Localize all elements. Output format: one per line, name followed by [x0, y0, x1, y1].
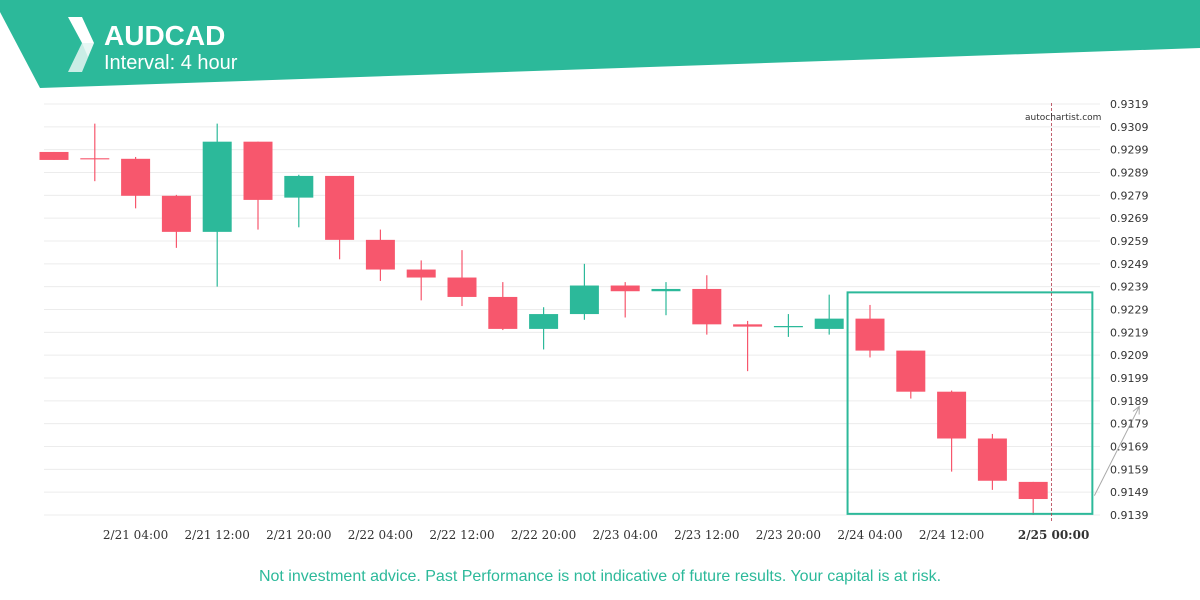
- candle: [733, 320, 763, 372]
- header-band: [0, 0, 1200, 88]
- y-tick-label: 0.9219: [1110, 326, 1149, 339]
- y-tick-label: 0.9299: [1110, 144, 1149, 157]
- y-tick-label: 0.9209: [1110, 349, 1149, 362]
- y-tick-label: 0.9179: [1110, 418, 1149, 431]
- autochartist-logo-icon: [68, 17, 94, 72]
- interval-label: Interval: 4 hour: [104, 52, 238, 74]
- candle-body: [284, 175, 314, 198]
- watermark: autochartist.com: [1025, 113, 1101, 123]
- x-tick-label: 2/25 00:00: [1018, 528, 1089, 542]
- y-tick-label: 0.9289: [1110, 167, 1149, 180]
- candle: [855, 304, 885, 358]
- candle: [39, 151, 69, 160]
- y-tick-label: 0.9169: [1110, 441, 1149, 454]
- x-tick-label: 2/21 04:00: [103, 528, 168, 542]
- candle-body: [488, 296, 518, 329]
- candle: [202, 123, 232, 287]
- candle: [447, 250, 477, 307]
- y-tick-label: 0.9269: [1110, 212, 1149, 225]
- y-tick-label: 0.9319: [1110, 98, 1149, 111]
- candle-body: [529, 314, 559, 329]
- candle-body: [202, 141, 232, 232]
- x-tick-label: 2/22 12:00: [429, 528, 494, 542]
- candle-body: [733, 324, 763, 327]
- candle-body: [447, 277, 477, 297]
- y-tick-label: 0.9149: [1110, 486, 1149, 499]
- forecast-arrow: [1093, 406, 1140, 496]
- candle: [1018, 481, 1048, 515]
- y-tick-label: 0.9259: [1110, 235, 1149, 248]
- candle: [692, 275, 722, 335]
- y-tick-label: 0.9189: [1110, 395, 1149, 408]
- candle-body: [39, 151, 69, 160]
- candle: [977, 433, 1007, 490]
- candle-body: [569, 285, 599, 315]
- candles: [39, 123, 1048, 515]
- candle-body: [977, 438, 1007, 481]
- candle: [365, 229, 395, 281]
- y-tick-label: 0.9309: [1110, 121, 1149, 134]
- candle: [488, 282, 518, 331]
- candle: [896, 350, 926, 399]
- x-tick-label: 2/23 20:00: [756, 528, 821, 542]
- candle: [651, 282, 681, 316]
- y-tick-label: 0.9249: [1110, 258, 1149, 271]
- x-tick-label: 2/21 20:00: [266, 528, 331, 542]
- candle: [325, 175, 355, 260]
- candle: [243, 141, 273, 230]
- candle-body: [692, 288, 722, 325]
- candle-body: [243, 141, 273, 200]
- x-tick-label: 2/23 12:00: [674, 528, 739, 542]
- y-tick-label: 0.9159: [1110, 463, 1149, 476]
- candle: [406, 260, 436, 301]
- symbol-title: AUDCAD: [104, 20, 225, 51]
- candle-body: [855, 318, 885, 351]
- candle: [284, 174, 314, 228]
- candle-body: [406, 269, 436, 278]
- x-tick-label: 2/21 12:00: [185, 528, 250, 542]
- overlay: [846, 103, 1140, 522]
- candle-body: [1018, 481, 1048, 500]
- y-axis: 0.9319 0.9309 0.9299 0.9289 0.9279 0.9269 0.92…: [1110, 98, 1149, 522]
- candle: [814, 294, 844, 335]
- candle: [569, 263, 599, 320]
- candle-body: [365, 239, 395, 270]
- x-tick-label: 2/22 20:00: [511, 528, 576, 542]
- disclaimer: Not investment advice. Past Performance …: [259, 568, 941, 585]
- candle-body: [651, 288, 681, 292]
- candle-body: [325, 175, 355, 240]
- candle-body: [161, 195, 191, 232]
- candle: [121, 156, 151, 209]
- pattern-box: [846, 291, 1094, 515]
- x-tick-label: 2/24 12:00: [919, 528, 984, 542]
- candle-body: [814, 318, 844, 329]
- y-tick-label: 0.9279: [1110, 189, 1149, 202]
- candle-body: [896, 350, 926, 392]
- x-tick-label: 2/24 04:00: [837, 528, 902, 542]
- candle: [937, 390, 967, 472]
- x-axis: 2/21 04:00 2/21 12:00 2/21 20:00 2/22 04:00…: [103, 528, 1089, 542]
- y-tick-label: 0.9199: [1110, 372, 1149, 385]
- x-tick-label: 2/22 04:00: [348, 528, 413, 542]
- candle-body: [610, 285, 640, 292]
- forecast-arrow-head: [1132, 405, 1140, 415]
- candle: [161, 194, 191, 248]
- candle-body: [937, 391, 967, 439]
- candle: [529, 307, 559, 350]
- candle: [80, 123, 110, 182]
- y-tick-label: 0.9239: [1110, 281, 1149, 294]
- candle-body: [121, 158, 151, 196]
- candle: [610, 282, 640, 318]
- y-tick-label: 0.9229: [1110, 304, 1149, 317]
- x-tick-label: 2/23 04:00: [593, 528, 658, 542]
- candle: [773, 314, 803, 337]
- y-tick-label: 0.9139: [1110, 509, 1149, 522]
